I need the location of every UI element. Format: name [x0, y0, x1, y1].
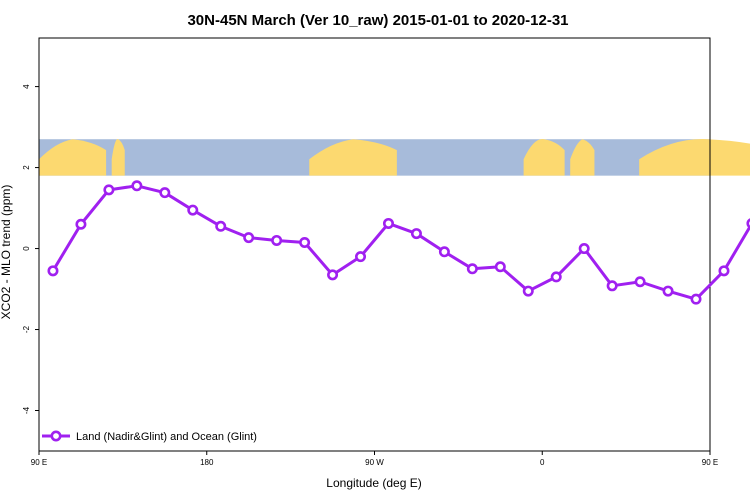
- data-point: [522, 285, 534, 297]
- data-point: [355, 251, 367, 263]
- data-point: [159, 187, 171, 199]
- data-point: [299, 236, 311, 248]
- legend: Land (Nadir&Glint) and Ocean (Glint): [42, 430, 257, 443]
- y-axis-label: XCO2 - MLO trend (ppm): [0, 185, 13, 320]
- data-point: [746, 218, 750, 229]
- chart-title: 30N-45N March (Ver 10_raw) 2015-01-01 to…: [187, 12, 568, 29]
- data-point: [103, 184, 115, 196]
- data-point: [690, 293, 702, 305]
- map-land-japan-left: [111, 139, 125, 176]
- y-axis: 4 2 0 -2 -4: [22, 84, 39, 414]
- data-point: [494, 261, 506, 273]
- x-tick-label: 90 E: [702, 458, 718, 467]
- map-land-asia-right: [639, 139, 750, 176]
- data-point: [410, 228, 422, 240]
- data-point: [466, 263, 478, 275]
- y-tick-label: 4: [22, 84, 31, 89]
- x-tick-label: 90 W: [365, 458, 384, 467]
- world-map-strip: [39, 139, 750, 176]
- series-group: [47, 180, 750, 305]
- x-tick-label: 0: [540, 458, 545, 467]
- data-point: [550, 271, 562, 283]
- data-point: [327, 269, 339, 281]
- y-tick-label: -4: [22, 406, 31, 414]
- data-point: [131, 180, 143, 192]
- data-point: [47, 265, 59, 277]
- legend-marker-sample: [50, 430, 62, 442]
- x-axis-label: Longitude (deg E): [326, 476, 421, 490]
- map-land-north-america: [309, 139, 397, 176]
- x-tick-label: 90 E: [31, 458, 47, 467]
- legend-label: Land (Nadir&Glint) and Ocean (Glint): [76, 431, 257, 443]
- data-point: [634, 276, 646, 288]
- map-land-europe-africa: [523, 139, 565, 176]
- data-point: [271, 234, 283, 246]
- y-tick-label: 2: [22, 165, 31, 170]
- data-point: [187, 204, 199, 216]
- map-land-asia-left: [39, 139, 107, 176]
- data-point: [578, 243, 590, 255]
- data-point: [215, 220, 227, 232]
- y-tick-label: 0: [22, 246, 31, 251]
- map-land-middle-east: [570, 139, 595, 176]
- data-point: [243, 232, 255, 244]
- plot-frame: [38, 37, 711, 452]
- x-tick-label: 180: [200, 458, 214, 467]
- data-point: [438, 246, 450, 258]
- data-point: [718, 265, 730, 277]
- data-point: [606, 280, 618, 292]
- data-point: [662, 285, 674, 297]
- y-tick-label: -2: [22, 325, 31, 333]
- data-point: [382, 217, 394, 229]
- data-point: [75, 218, 87, 230]
